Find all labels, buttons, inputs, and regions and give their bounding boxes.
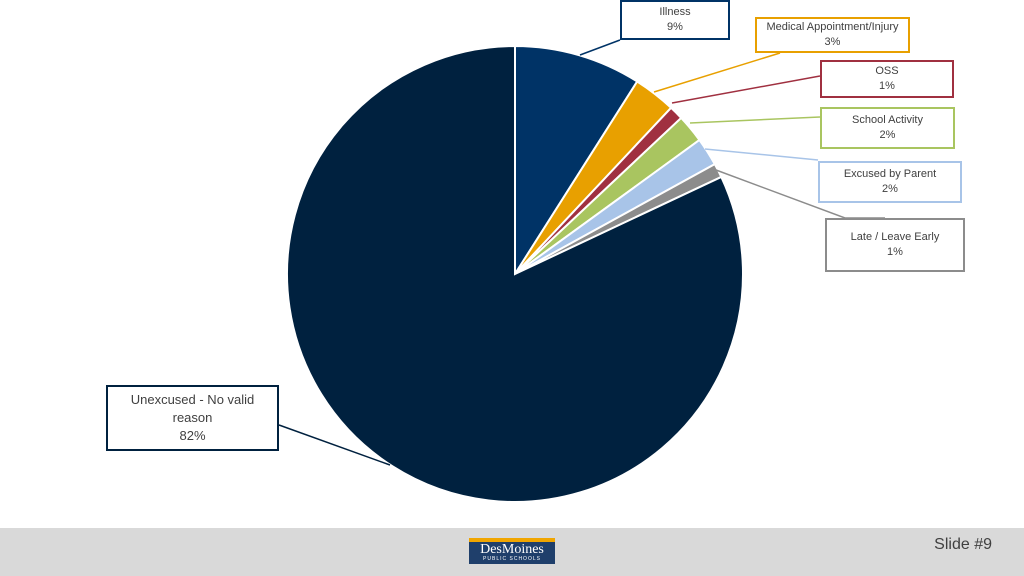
- data-label-value: 82%: [179, 428, 206, 443]
- data-label-6: Unexcused - No valid reason 82%: [106, 385, 279, 451]
- pie-slice-6: [286, 44, 744, 503]
- district-logo: DesMoines PUBLIC SCHOOLS: [469, 538, 555, 564]
- data-label-category: Late / Leave Early: [850, 231, 940, 243]
- data-label-value: 3%: [824, 36, 841, 48]
- pie-slice-0: [514, 44, 639, 278]
- data-label-category: Medical Appointment/Injury: [766, 21, 899, 33]
- data-label-category: OSS: [875, 65, 899, 77]
- leader-line-0: [579, 39, 621, 56]
- data-label-value: 1%: [879, 80, 895, 92]
- footer-bar: DesMoines PUBLIC SCHOOLS Slide #9: [0, 528, 1024, 576]
- data-label-1: Medical Appointment/Injury 3%: [755, 17, 910, 53]
- data-label-category: Excused by Parent: [843, 168, 937, 180]
- leader-line-3: [689, 116, 821, 124]
- data-label-value: 2%: [879, 129, 896, 141]
- data-label-4: Excused by Parent 2%: [818, 161, 962, 203]
- pie-chart: [278, 39, 885, 503]
- data-label-category: Unexcused - No valid: [130, 392, 255, 407]
- leader-line-1: [653, 52, 781, 93]
- data-label-3: School Activity 2%: [820, 107, 955, 149]
- leader-line-6: [278, 424, 391, 466]
- data-label-value: 2%: [882, 183, 898, 195]
- data-label-value: 1%: [887, 246, 903, 258]
- data-label-value: 9%: [667, 21, 683, 33]
- slide-number: Slide #9: [934, 536, 992, 553]
- data-label-5: Late / Leave Early 1%: [825, 218, 965, 272]
- data-label-category: reason: [172, 410, 213, 425]
- logo-accent-bar: [469, 538, 555, 542]
- logo-subtitle: PUBLIC SCHOOLS: [483, 556, 541, 562]
- data-label-2: OSS 1%: [820, 60, 954, 98]
- leader-line-4: [704, 148, 819, 161]
- logo-name: DesMoines: [480, 542, 544, 557]
- pie-slices: [286, 44, 744, 503]
- data-label-0: Illness 9%: [620, 0, 730, 40]
- leader-line-2: [671, 75, 821, 104]
- data-label-category: School Activity: [852, 114, 923, 126]
- data-label-category: Illness: [659, 6, 691, 18]
